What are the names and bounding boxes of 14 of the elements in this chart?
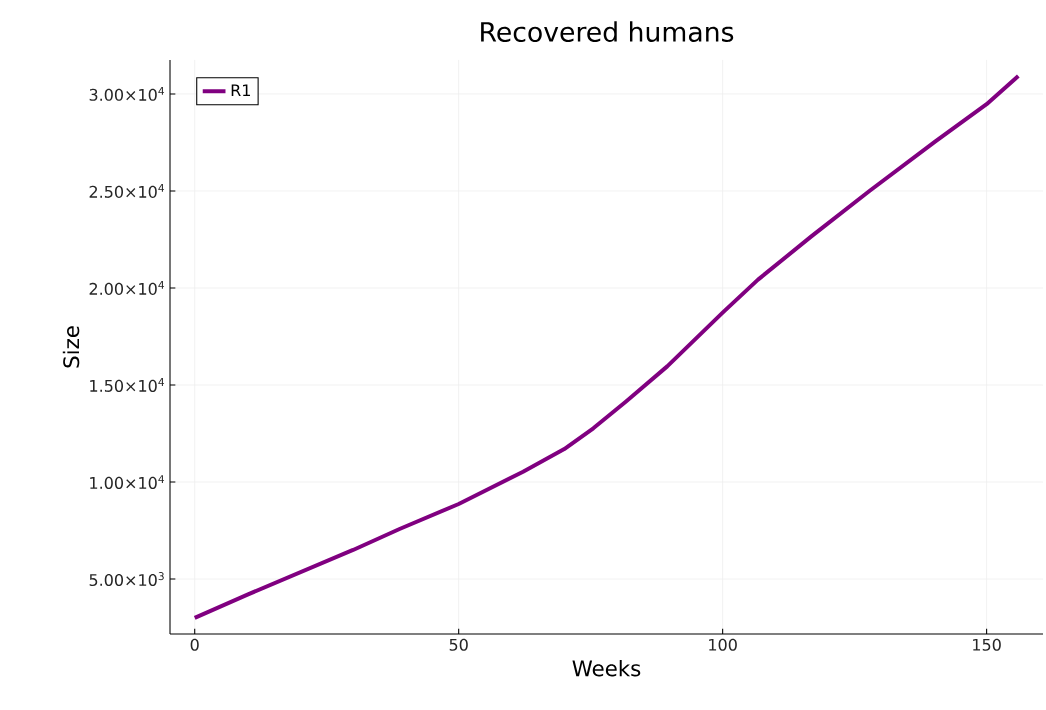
y-axis-title: Size bbox=[62, 326, 80, 368]
y-tick-label: 1.50×10$^{4}$ bbox=[90, 378, 165, 392]
y-tick-label: 3.00×10$^{4}$ bbox=[89, 87, 165, 101]
x-tick-label: 150 bbox=[973, 638, 1001, 651]
legend-label: R1 bbox=[231, 84, 250, 97]
y-tick-label: 1.00×10$^{4}$ bbox=[90, 475, 165, 489]
x-tick-label: 0 bbox=[190, 638, 199, 651]
x-tick-label: 100 bbox=[709, 638, 737, 651]
chart-title: Recovered humans bbox=[481, 21, 734, 42]
x-tick-label: 50 bbox=[449, 638, 468, 651]
y-tick-label: 2.00×10$^{4}$ bbox=[89, 281, 165, 295]
y-tick-label: 5.00×10$^{3}$ bbox=[89, 572, 164, 587]
y-tick-label: 2.50×10$^{4}$ bbox=[89, 184, 165, 198]
x-axis-title: Weeks bbox=[572, 659, 641, 677]
